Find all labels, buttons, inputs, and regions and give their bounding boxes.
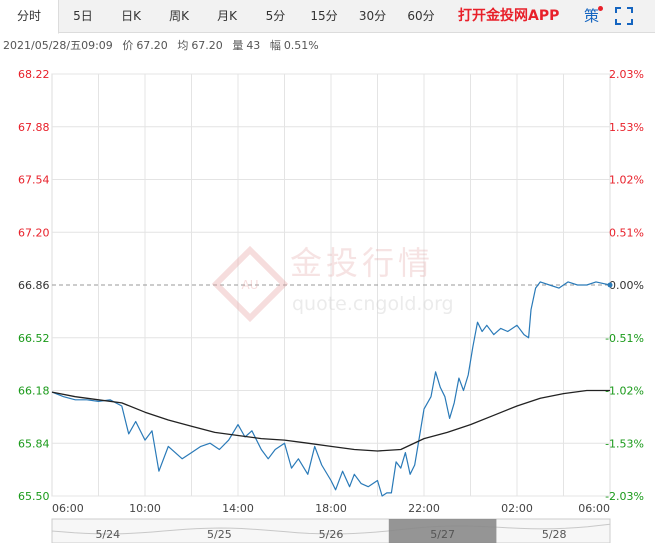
pct-tick-label: -0.51%: [605, 332, 644, 345]
info-datetime: 2021/05/28/五09:09: [3, 39, 113, 52]
series-layer: [51, 281, 613, 497]
info-avg-label: 均: [177, 39, 189, 52]
x-tick-label: 02:00: [501, 502, 533, 515]
pct-tick-label: 1.02%: [609, 174, 644, 187]
info-price: 67.20: [136, 39, 168, 52]
pct-tick-label: 0.00%: [609, 279, 644, 292]
tab-6[interactable]: 5分: [265, 9, 286, 23]
x-tick-label: 22:00: [408, 502, 440, 515]
axis-labels: 68.22 2.03% 67.88 1.53% 67.54 1.02% 67.20 0.51%…: [18, 68, 644, 515]
y-tick-label: 66.86: [18, 279, 50, 292]
current-price-dot: [607, 282, 613, 288]
tab-3[interactable]: 日K: [121, 9, 141, 23]
navigator-day-label: 5/24: [95, 528, 120, 541]
intraday-chart[interactable]: AU 金投行情 quote.cngold.org 68.22 2.03% 67.88…: [0, 58, 655, 543]
navigator-track: [51, 518, 611, 543]
y-tick-label: 65.84: [18, 437, 50, 450]
info-avg: 67.20: [191, 39, 223, 52]
tab-1[interactable]: 分时: [0, 0, 59, 34]
pct-tick-label: -2.03%: [605, 490, 644, 503]
navigator-day-label: 5/26: [319, 528, 344, 541]
watermark: AU 金投行情 quote.cngold.org: [211, 244, 454, 323]
y-tick-label: 67.54: [18, 174, 50, 187]
strategy-button[interactable]: 策: [584, 7, 600, 25]
x-tick-label: 06:00: [578, 502, 610, 515]
tab-2[interactable]: 5日: [73, 9, 93, 23]
y-tick-label: 68.22: [18, 68, 50, 81]
navigator-trend-line: [51, 523, 611, 535]
x-tick-label: 06:00: [52, 502, 84, 515]
y-tick-label: 66.18: [18, 385, 50, 398]
y-tick-label: 67.88: [18, 121, 50, 134]
x-tick-label: 18:00: [315, 502, 347, 515]
x-tick-label: 14:00: [222, 502, 254, 515]
watermark-brand-text: 金投行情: [290, 244, 434, 282]
tab-8[interactable]: 30分: [358, 9, 387, 23]
y-tick-label: 65.50: [18, 490, 50, 503]
x-tick-label: 10:00: [129, 502, 161, 515]
notification-dot: [598, 6, 603, 11]
watermark-logo-text: AU: [242, 278, 259, 292]
info-change-label: 幅: [269, 39, 281, 52]
pct-tick-label: 1.53%: [609, 121, 644, 134]
chart-grid: [51, 73, 611, 497]
info-change: 0.51%: [283, 39, 319, 52]
navigator-day-label: 5/28: [542, 528, 567, 541]
navigator-selected-range: [388, 519, 497, 543]
price-line: [51, 281, 611, 497]
watermark-url-text: quote.cngold.org: [292, 293, 454, 315]
open-app-link[interactable]: 打开金投网APP: [458, 8, 560, 24]
period-tab-bar: 分时 5日 日K 周K 月K 5分 15分 30分 60分: [0, 0, 655, 34]
info-price-label: 价: [122, 39, 134, 52]
navigator-day-label: 5/27: [430, 528, 455, 541]
navigator-day-label: 5/25: [207, 528, 232, 541]
pct-tick-label: -1.02%: [605, 385, 644, 398]
quote-info-bar: 2021/05/28/五09:09 价 67.20 均 67.20 量 43 幅 0.5…: [0, 34, 655, 58]
tab-5[interactable]: 月K: [217, 9, 237, 23]
info-volume-label: 量: [232, 39, 244, 52]
pct-tick-label: -1.53%: [605, 437, 644, 450]
fullscreen-icon[interactable]: [614, 6, 634, 26]
pct-tick-label: 0.51%: [609, 226, 644, 239]
range-navigator[interactable]: 5/24 5/25 5/26 5/27 5/28: [51, 518, 611, 543]
tab-7[interactable]: 15分: [310, 9, 338, 23]
info-volume: 43: [246, 39, 261, 52]
tab-9[interactable]: 60分: [407, 9, 435, 23]
y-tick-label: 66.52: [18, 332, 50, 345]
y-tick-label: 67.20: [18, 226, 50, 239]
tab-4[interactable]: 周K: [169, 9, 189, 23]
pct-tick-label: 2.03%: [609, 68, 644, 81]
average-line: [51, 389, 610, 452]
